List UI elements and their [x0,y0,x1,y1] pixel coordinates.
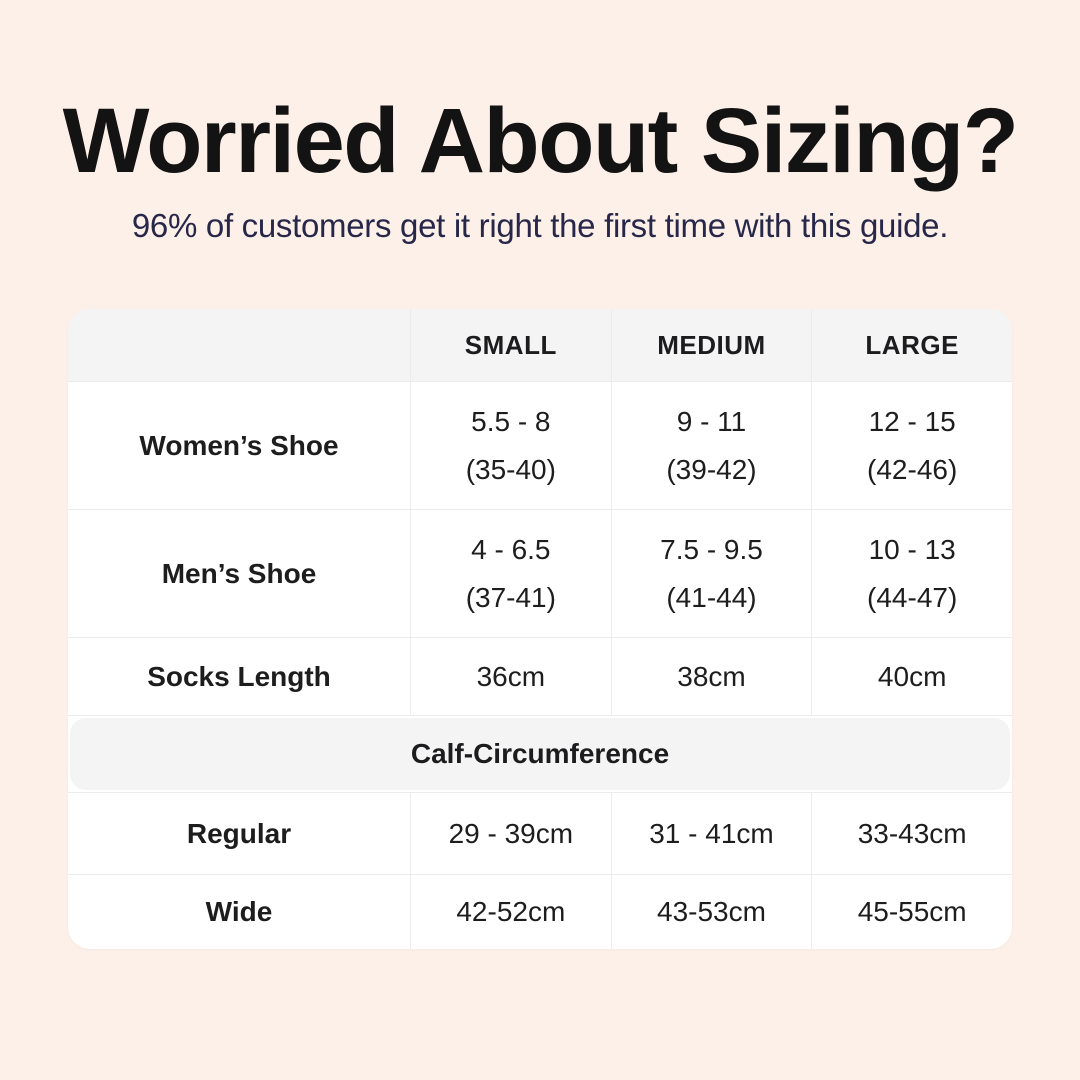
mens-shoe-large-value: 10 - 13 (44-47) [811,510,1012,638]
wide-medium-value: 43-53cm [610,875,812,950]
page-title: Worried About Sizing? [62,90,1019,192]
mens-shoe-medium-value: 7.5 - 9.5 (41-44) [610,510,812,638]
table-row-womens-shoe: Women’s Shoe 5.5 - 8 (35-40) 9 - 11 (39-… [68,382,1012,511]
section-header-row: Calf-Circumference [68,716,1012,794]
row-label-womens-shoe: Women’s Shoe [139,429,339,461]
table-row-mens-shoe: Men’s Shoe 4 - 6.5 (37-41) 7.5 - 9.5 (41… [68,510,1012,639]
table-row-socks-length: Socks Length 36cm 38cm 40cm [68,638,1012,717]
table-row-regular: Regular 29 - 39cm 31 - 41cm 33-43cm [68,793,1012,876]
socks-length-large-value: 40cm [811,638,1012,716]
section-header-calf-circumference: Calf-Circumference [70,718,1010,791]
header-cell-empty [68,309,410,381]
column-header-large: LARGE [811,309,1012,382]
table-row-wide: Wide 42-52cm 43-53cm 45-55cm [68,875,1012,950]
womens-shoe-large-value: 12 - 15 (42-46) [811,382,1012,510]
socks-length-small-value: 36cm [410,638,611,716]
womens-shoe-medium-value: 9 - 11 (39-42) [610,382,812,510]
womens-shoe-small-value: 5.5 - 8 (35-40) [410,382,611,510]
regular-medium-value: 31 - 41cm [610,793,812,875]
socks-length-medium-value: 38cm [610,638,812,716]
size-table: SMALL MEDIUM LARGE Women’s Shoe 5.5 - 8 … [68,309,1012,950]
regular-small-value: 29 - 39cm [410,793,611,875]
mens-shoe-small-value: 4 - 6.5 (37-41) [410,510,611,638]
table-header-row: SMALL MEDIUM LARGE [68,309,1012,383]
page-subtitle: 96% of customers get it right the first … [131,207,949,245]
regular-large-value: 33-43cm [811,793,1012,875]
row-label-regular: Regular [186,817,292,849]
row-label-socks-length: Socks Length [147,660,331,692]
wide-large-value: 45-55cm [811,875,1012,950]
row-label-mens-shoe: Men’s Shoe [161,557,317,589]
wide-small-value: 42-52cm [410,875,611,950]
column-header-medium: MEDIUM [610,309,812,382]
row-label-wide: Wide [205,896,273,928]
column-header-small: SMALL [410,309,611,382]
